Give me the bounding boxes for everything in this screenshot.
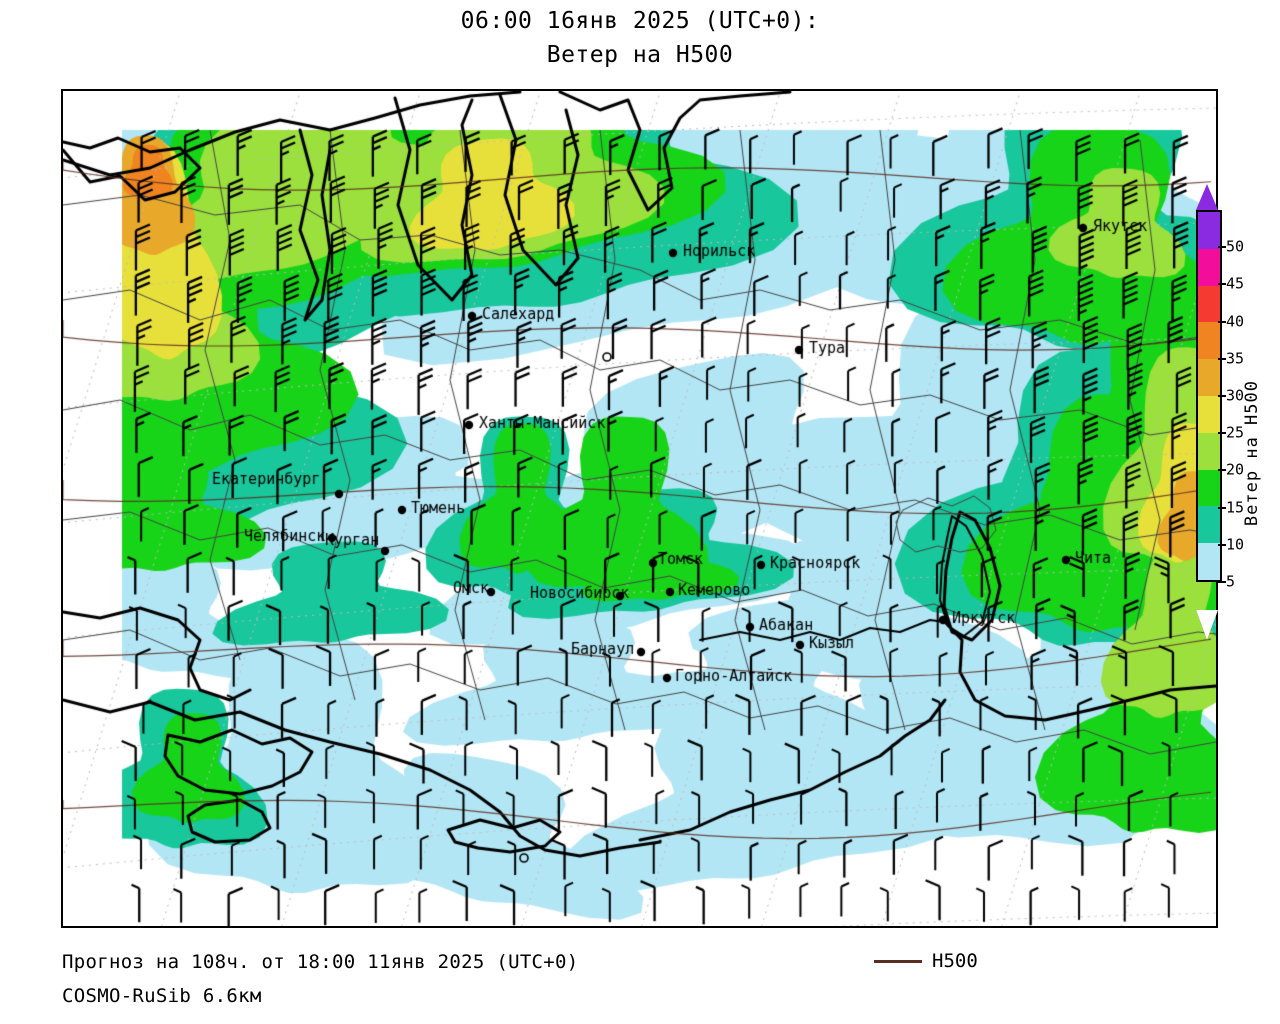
colorbar-tickmark-20	[1218, 469, 1226, 472]
colorbar-bands	[1196, 210, 1222, 582]
page-title-datetime: 06:00 16янв 2025 (UTC+0):	[460, 8, 820, 34]
colorbar-tickmark-45	[1218, 283, 1226, 286]
colorbar-band-50	[1198, 212, 1220, 249]
model-info: COSMO-RuSib 6.6км	[62, 985, 262, 1007]
legend: H500	[874, 950, 978, 972]
h500-legend-label: H500	[932, 950, 978, 972]
colorbar-band-15	[1198, 469, 1220, 507]
h500-line-swatch	[874, 959, 922, 963]
colorbar-tickmark-30	[1218, 395, 1226, 397]
colorbar-band-20	[1198, 432, 1220, 470]
colorbar-tick-35: 35	[1226, 349, 1245, 368]
colorbar-tick-15: 15	[1226, 498, 1245, 517]
colorbar-tickmark-15	[1218, 506, 1226, 509]
page-title-variable: Ветер на H500	[546, 42, 734, 68]
colorbar-band-40	[1198, 285, 1220, 323]
colorbar-tick-25: 25	[1226, 423, 1245, 442]
colorbar-tickmark-5	[1218, 581, 1226, 583]
weather-map-canvas[interactable]	[63, 91, 1216, 926]
colorbar-tickmark-50	[1218, 246, 1226, 249]
colorbar-tick-20: 20	[1226, 460, 1245, 479]
colorbar-tick-30: 30	[1226, 386, 1245, 405]
colorbar-band-10	[1198, 506, 1220, 544]
colorbar-tick-45: 45	[1226, 274, 1245, 293]
colorbar-band-30	[1198, 359, 1220, 396]
colorbar-band-25	[1198, 395, 1220, 433]
colorbar-tickmark-40	[1218, 320, 1226, 323]
colorbar-tick-10: 10	[1226, 535, 1245, 554]
colorbar-overflow-arrow	[1196, 184, 1218, 210]
colorbar-tick-5: 5	[1226, 572, 1236, 591]
colorbar-axis-label: Ветер на H500	[1242, 380, 1262, 527]
colorbar: 5 10 15 20 25 30 35 40 45 50	[1196, 184, 1244, 640]
colorbar-tick-50: 50	[1226, 237, 1245, 256]
colorbar-tickmark-35	[1218, 357, 1226, 360]
colorbar-band-5	[1198, 543, 1220, 580]
colorbar-band-45	[1198, 248, 1220, 286]
colorbar-tickmark-25	[1218, 432, 1226, 435]
model-name: COSMO-RuSib 6.6км	[62, 985, 262, 1007]
colorbar-tickmark-10	[1218, 543, 1226, 546]
colorbar-band-35	[1198, 322, 1220, 360]
colorbar-underflow-arrow	[1196, 610, 1218, 640]
forecast-info: Прогноз на 108ч. от 18:00 11янв 2025 (UT…	[62, 951, 579, 973]
colorbar-tick-40: 40	[1226, 312, 1245, 331]
map-frame[interactable]	[61, 89, 1218, 928]
